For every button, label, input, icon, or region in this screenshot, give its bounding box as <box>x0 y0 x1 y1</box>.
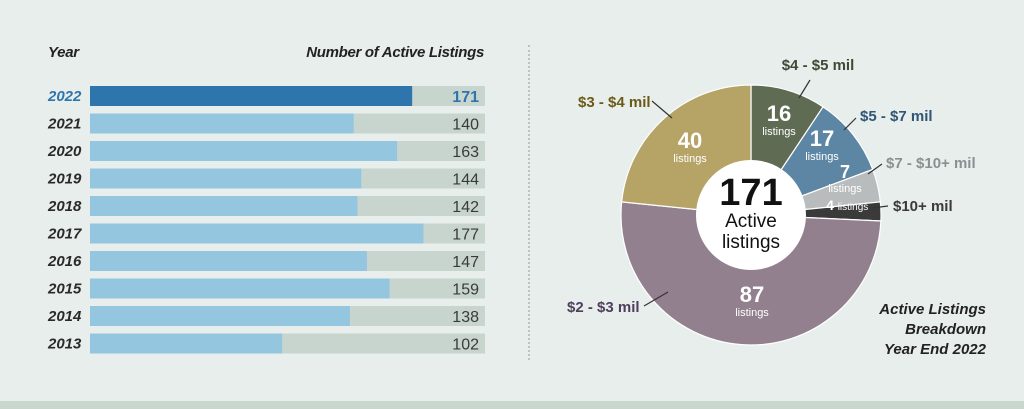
note-line-2: Breakdown <box>905 321 986 338</box>
year-label-2014: 2014 <box>47 308 82 325</box>
bar-2016 <box>90 251 367 271</box>
note-line-3: Year End 2022 <box>883 341 986 358</box>
slice-label-0: $4 - $5 mil <box>782 57 855 74</box>
value-label-2017: 177 <box>452 227 479 244</box>
slice-label-5: $3 - $4 mil <box>578 94 651 111</box>
slice-unit-0: listings <box>762 126 796 138</box>
bar-2020 <box>90 141 398 161</box>
chart-divider <box>528 45 530 360</box>
value-label-2015: 159 <box>452 282 479 299</box>
leader-line-3 <box>871 205 889 209</box>
bar-2018 <box>90 196 358 216</box>
bar-2019 <box>90 168 362 189</box>
value-label-2014: 138 <box>452 309 479 326</box>
slice-label-2: $7 - $10+ mil <box>886 155 976 172</box>
value-label-2018: 142 <box>452 199 479 216</box>
year-column-header: Year <box>48 44 79 61</box>
year-label-2022: 2022 <box>47 88 82 105</box>
year-label-2019: 2019 <box>47 171 82 188</box>
slice-label-3: $10+ mil <box>893 198 953 215</box>
leader-line-1 <box>843 117 857 131</box>
slice-value-3: 4 <box>826 197 834 213</box>
count-column-header: Number of Active Listings <box>306 44 484 61</box>
slice-value-5: 40 <box>678 128 702 153</box>
leader-line-4 <box>643 291 669 307</box>
leader-line-2 <box>867 163 883 175</box>
slice-unit-1: listings <box>805 151 839 163</box>
slice-value-0: 16 <box>767 101 791 126</box>
bar-2014 <box>90 306 350 326</box>
note-line-1: Active Listings <box>879 301 986 318</box>
slice-unit-2: listings <box>828 183 862 195</box>
value-label-2013: 102 <box>452 337 479 354</box>
slice-unit-5: listings <box>673 153 707 165</box>
slice-unit-4: listings <box>735 307 769 319</box>
bar-2015 <box>90 278 390 299</box>
year-label-2013: 2013 <box>47 336 82 353</box>
center-value: 171 <box>719 172 782 214</box>
value-label-2020: 163 <box>452 144 479 161</box>
slice-label-4: $2 - $3 mil <box>567 299 640 316</box>
center-label-2: listings <box>722 232 780 253</box>
year-label-2021: 2021 <box>47 116 81 133</box>
slice-unit-3: listings <box>838 202 869 213</box>
year-label-2018: 2018 <box>47 198 82 215</box>
year-label-2017: 2017 <box>47 226 82 243</box>
year-label-2020: 2020 <box>47 143 82 160</box>
bottom-strip <box>0 401 1024 409</box>
bar-2013 <box>90 333 283 354</box>
chart-note: Active Listings Breakdown Year End 2022 <box>879 300 986 360</box>
bar-2022 <box>90 86 413 106</box>
slice-label-1: $5 - $7 mil <box>860 108 933 125</box>
value-label-2022: 171 <box>452 89 479 106</box>
leader-line-0 <box>798 79 811 99</box>
year-label-2016: 2016 <box>47 253 82 270</box>
bar-2021 <box>90 113 354 134</box>
donut-hole <box>696 160 806 270</box>
slice-value-4: 87 <box>740 282 764 307</box>
value-label-2021: 140 <box>452 117 479 134</box>
slice-value-2: 7 <box>840 162 850 182</box>
slice-value-1: 17 <box>810 126 834 151</box>
value-label-2016: 147 <box>452 254 479 271</box>
value-label-2019: 144 <box>452 172 479 189</box>
leader-line-5 <box>651 100 673 119</box>
bar-2017 <box>90 223 424 244</box>
year-label-2015: 2015 <box>47 281 82 298</box>
pie-slice-4 <box>620 201 882 346</box>
bar-chart: 2022 171 2021 140 2020 163 2019 144 2018 142 2017 1… <box>47 86 485 354</box>
center-label-1: Active <box>725 211 777 232</box>
